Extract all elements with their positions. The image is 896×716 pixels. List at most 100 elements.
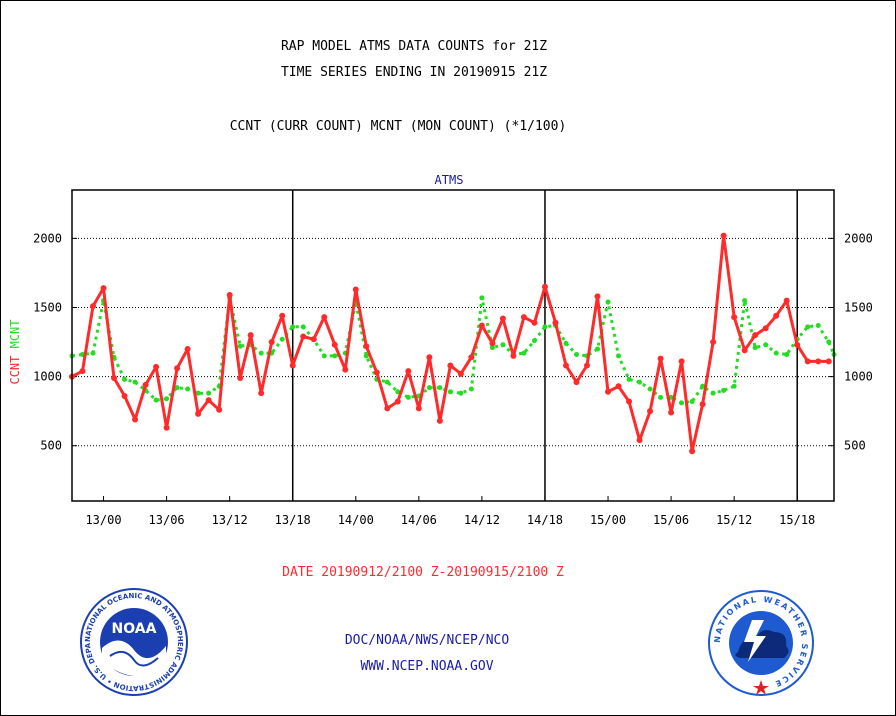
y-tick-label-right-1000: 1000 bbox=[844, 370, 873, 384]
y-axis-label-ccnt: CCNT bbox=[8, 348, 22, 384]
data-point-ccnt bbox=[153, 363, 160, 370]
y-tick-label-right-2000: 2000 bbox=[844, 231, 873, 245]
data-point-mcnt bbox=[752, 345, 758, 351]
data-point-ccnt bbox=[552, 319, 559, 326]
data-point-ccnt bbox=[489, 340, 496, 347]
data-point-mcnt bbox=[826, 339, 832, 345]
data-point-ccnt bbox=[741, 347, 748, 354]
x-tick-label-6: 14/12 bbox=[464, 513, 500, 527]
data-point-mcnt bbox=[153, 397, 159, 403]
data-point-ccnt bbox=[195, 410, 202, 417]
data-point-ccnt bbox=[783, 297, 790, 304]
data-point-mcnt bbox=[363, 353, 369, 359]
data-point-ccnt bbox=[394, 398, 401, 405]
data-point-mcnt bbox=[805, 324, 811, 330]
data-point-ccnt bbox=[499, 315, 506, 322]
data-point-ccnt bbox=[205, 397, 212, 404]
x-tick-label-11: 15/18 bbox=[779, 513, 815, 527]
data-point-ccnt bbox=[731, 314, 738, 321]
data-point-mcnt bbox=[573, 351, 579, 357]
data-point-ccnt bbox=[636, 437, 643, 444]
data-point-mcnt bbox=[384, 379, 390, 385]
data-point-mcnt bbox=[426, 385, 432, 391]
x-tick-label-9: 15/06 bbox=[653, 513, 689, 527]
data-point-ccnt bbox=[111, 374, 118, 381]
data-point-ccnt bbox=[584, 362, 591, 369]
date-range-label: DATE 20190912/2100 Z-20190915/2100 Z bbox=[282, 565, 564, 580]
data-point-mcnt bbox=[405, 394, 411, 400]
data-point-ccnt bbox=[90, 303, 97, 310]
data-point-ccnt bbox=[825, 358, 832, 365]
data-point-mcnt bbox=[773, 350, 779, 356]
data-point-ccnt bbox=[300, 333, 307, 340]
data-point-mcnt bbox=[763, 342, 769, 348]
data-point-ccnt bbox=[605, 388, 612, 395]
data-point-mcnt bbox=[721, 387, 727, 393]
data-point-ccnt bbox=[237, 374, 244, 381]
data-point-ccnt bbox=[142, 381, 149, 388]
chart-subtitle: CCNT (CURR COUNT) MCNT (MON COUNT) (*1/1… bbox=[229, 119, 567, 134]
y-tick-label-right-500: 500 bbox=[844, 439, 866, 453]
data-point-ccnt bbox=[342, 366, 349, 373]
data-point-ccnt bbox=[594, 293, 601, 300]
data-point-mcnt bbox=[185, 386, 191, 392]
data-point-mcnt bbox=[237, 343, 243, 349]
y-tick-label-left-2000: 2000 bbox=[33, 231, 62, 245]
x-tick-label-4: 14/00 bbox=[338, 513, 374, 527]
data-point-mcnt bbox=[658, 394, 664, 400]
y-tick-label-left-1500: 1500 bbox=[33, 300, 62, 314]
data-point-mcnt bbox=[164, 396, 170, 402]
data-point-mcnt bbox=[710, 390, 716, 396]
x-tick-label-0: 13/00 bbox=[85, 513, 121, 527]
data-point-ccnt bbox=[132, 416, 139, 423]
chart-title-line1: RAP MODEL ATMS DATA COUNTS for 21Z bbox=[280, 39, 548, 54]
data-point-ccnt bbox=[436, 417, 443, 424]
data-point-ccnt bbox=[415, 405, 422, 412]
data-point-mcnt bbox=[468, 386, 474, 392]
data-point-ccnt bbox=[520, 314, 527, 321]
data-point-ccnt bbox=[163, 424, 170, 431]
data-point-ccnt bbox=[268, 339, 275, 346]
data-point-ccnt bbox=[541, 283, 548, 290]
x-tick-label-5: 14/06 bbox=[401, 513, 437, 527]
data-point-ccnt bbox=[79, 368, 86, 375]
data-point-mcnt bbox=[521, 350, 527, 356]
data-point-mcnt bbox=[321, 353, 327, 359]
data-point-mcnt bbox=[300, 324, 306, 330]
data-point-ccnt bbox=[426, 354, 433, 361]
data-point-ccnt bbox=[752, 332, 759, 339]
data-point-mcnt bbox=[174, 385, 180, 391]
data-point-ccnt bbox=[720, 232, 727, 239]
x-tick-label-10: 15/12 bbox=[716, 513, 752, 527]
y-tick-label-left-1000: 1000 bbox=[33, 370, 62, 384]
data-point-mcnt bbox=[458, 390, 464, 396]
data-point-mcnt bbox=[689, 398, 695, 404]
data-point-ccnt bbox=[321, 314, 328, 321]
data-point-mcnt bbox=[447, 389, 453, 395]
data-point-ccnt bbox=[384, 405, 391, 412]
x-tick-label-8: 15/00 bbox=[590, 513, 626, 527]
data-point-mcnt bbox=[700, 383, 706, 389]
y-tick-label-left-500: 500 bbox=[40, 439, 62, 453]
data-point-ccnt bbox=[468, 354, 475, 361]
data-point-mcnt bbox=[290, 324, 296, 330]
data-point-mcnt bbox=[195, 390, 201, 396]
noaa-logo-text: NOAA bbox=[112, 621, 157, 637]
data-point-mcnt bbox=[122, 376, 128, 382]
data-point-mcnt bbox=[731, 383, 737, 389]
data-point-ccnt bbox=[573, 379, 580, 386]
y-axis-label: CCNT MCNT bbox=[8, 319, 22, 384]
data-point-ccnt bbox=[478, 322, 485, 329]
y-axis-label-mcnt: MCNT bbox=[8, 319, 22, 348]
data-point-ccnt bbox=[184, 345, 191, 352]
data-point-ccnt bbox=[657, 355, 664, 362]
data-point-mcnt bbox=[784, 351, 790, 357]
data-point-mcnt bbox=[605, 299, 611, 305]
data-point-mcnt bbox=[531, 338, 537, 344]
y-tick-label-right-1500: 1500 bbox=[844, 300, 873, 314]
data-point-ccnt bbox=[815, 358, 822, 365]
data-point-ccnt bbox=[447, 362, 454, 369]
data-point-ccnt bbox=[310, 336, 317, 343]
data-point-mcnt bbox=[815, 322, 821, 328]
